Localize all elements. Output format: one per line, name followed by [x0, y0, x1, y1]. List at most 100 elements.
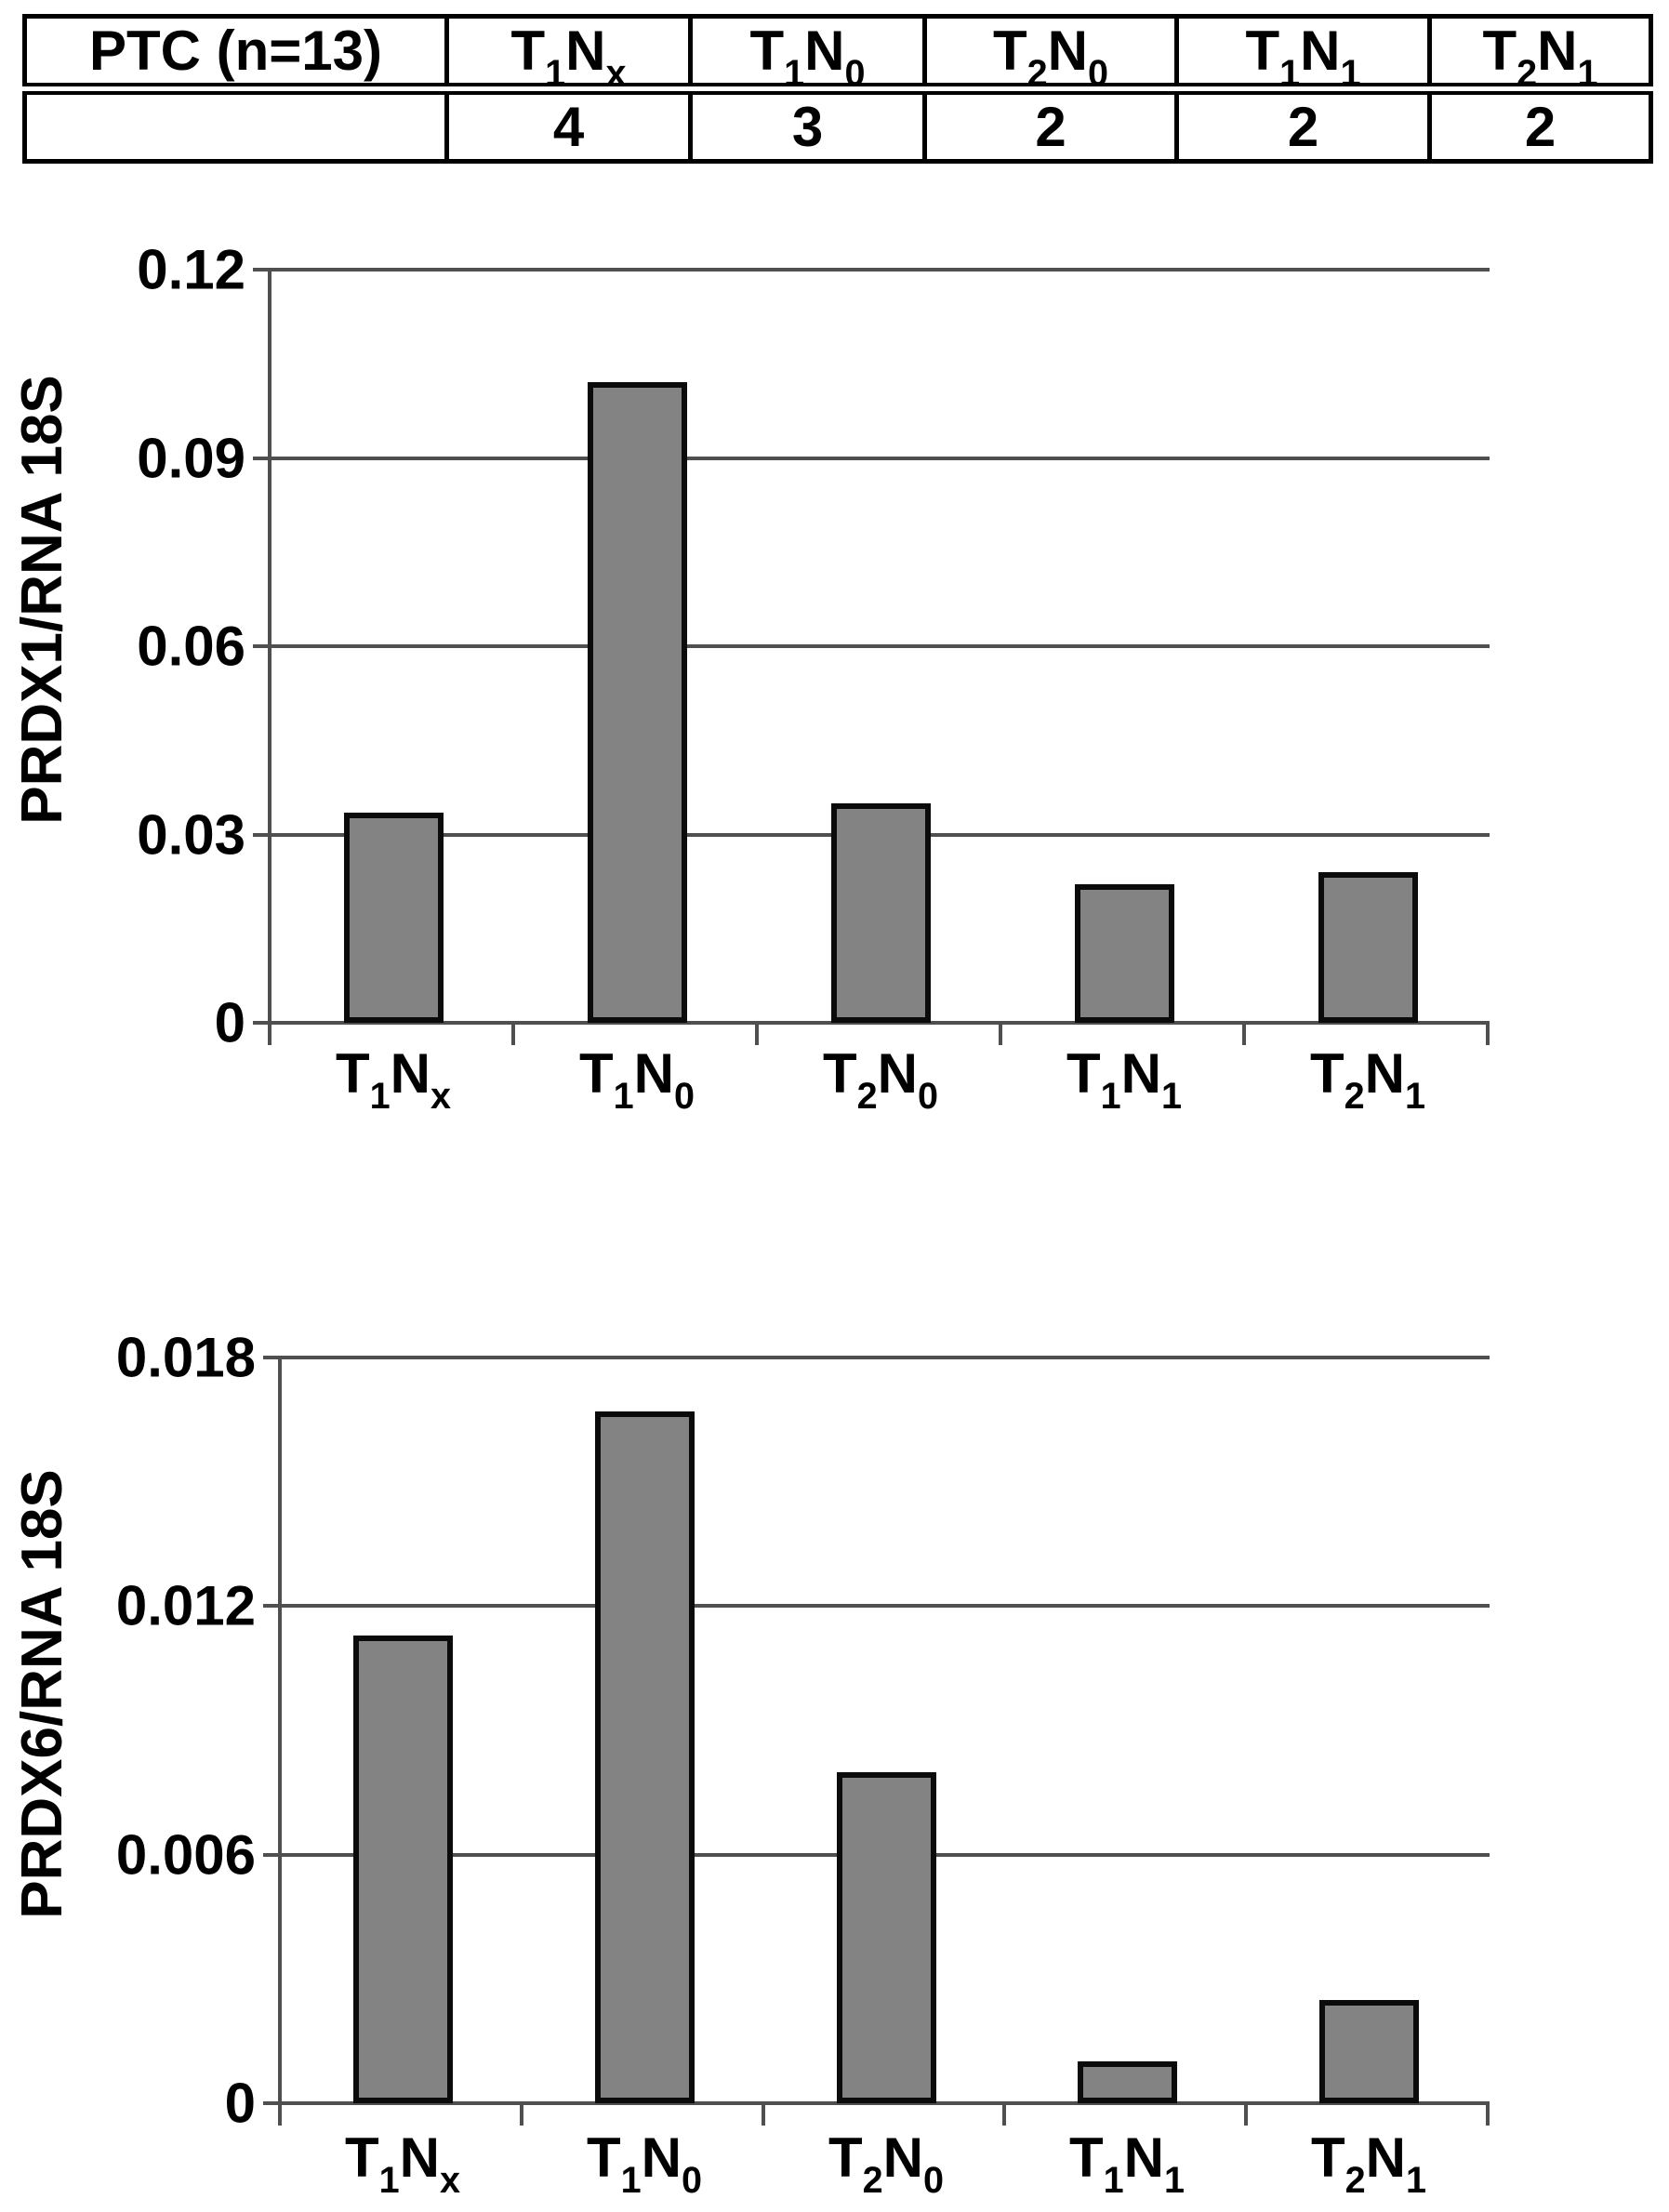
subscript: 1 — [1577, 52, 1598, 89]
bar-t1n1 — [1078, 2061, 1177, 2103]
subscript: 1 — [1340, 52, 1361, 89]
gridline — [272, 457, 1490, 460]
x-axis-tick — [1486, 1025, 1490, 1045]
subscript: 2 — [1344, 1075, 1365, 1117]
subscript: 0 — [923, 2159, 945, 2201]
y-axis-tick — [253, 833, 272, 837]
gridline — [282, 1604, 1490, 1608]
subscript: 1 — [613, 1075, 634, 1117]
x-axis-tick — [511, 1025, 515, 1045]
subscript: 1 — [545, 52, 566, 89]
x-axis-tick — [1242, 1025, 1246, 1045]
subscript: 2 — [1027, 52, 1048, 89]
gridline — [272, 268, 1490, 272]
gridline — [272, 644, 1490, 648]
subscript: 1 — [620, 2159, 642, 2201]
x-category-label: T1Nx — [344, 2126, 461, 2201]
x-category-label: T1N1 — [1068, 2126, 1186, 2201]
bar-t2n0 — [831, 803, 931, 1023]
y-tick-label: 0 — [214, 991, 245, 1054]
subscript: x — [605, 52, 627, 89]
bar-t1n0 — [588, 382, 687, 1023]
x-category-label: T2N1 — [1310, 2126, 1427, 2201]
y-tick-label: 0.12 — [137, 238, 245, 301]
x-category-label: T1Nx — [335, 1042, 452, 1117]
y-tick-label: 0.018 — [115, 1326, 256, 1389]
subscript: 1 — [1405, 1075, 1426, 1117]
bar-t1nx — [344, 813, 444, 1023]
table-value-row: 4 3 2 2 2 — [22, 86, 1653, 164]
subscript: 1 — [1100, 1075, 1121, 1117]
bar-t1n1 — [1075, 884, 1174, 1023]
y-axis-title: PRDX6/RNA 18S — [10, 1469, 74, 1919]
table-header-t1n0: T1N0 — [688, 14, 927, 95]
subscript: 2 — [856, 1075, 878, 1117]
x-category-label: T2N1 — [1309, 1042, 1426, 1117]
y-tick-label: 0.09 — [137, 427, 245, 490]
x-axis-tick — [268, 1025, 272, 1045]
y-tick-label: 0.06 — [137, 615, 245, 678]
y-axis-tick — [253, 268, 272, 272]
subscript: 2 — [1344, 2159, 1366, 2201]
x-axis-tick — [755, 1025, 759, 1045]
table-header-t1n1: T1N1 — [1174, 14, 1432, 95]
subscript: 1 — [1164, 2159, 1186, 2201]
x-axis-tick — [520, 2105, 523, 2126]
x-axis-line — [278, 2101, 1490, 2105]
subscript: 0 — [674, 1075, 695, 1117]
x-axis-line — [268, 1021, 1490, 1025]
bar-t2n1 — [1319, 2000, 1419, 2103]
x-axis-tick — [1244, 2105, 1248, 2126]
y-axis-tick — [253, 644, 272, 648]
gridline — [282, 1356, 1490, 1359]
subscript: 0 — [682, 2159, 703, 2201]
bar-t1n0 — [595, 1411, 695, 2103]
y-axis-tick — [263, 1853, 282, 1857]
subscript: 1 — [1103, 2159, 1124, 2201]
ptc-count-table: PTC (n=13) T1Nx T1N0 T2N0 T1N1 T2N1 4 3 … — [22, 14, 1653, 164]
table-value-t2n0: 2 — [922, 86, 1179, 164]
x-axis-tick — [278, 2105, 282, 2126]
subscript: 1 — [1161, 1075, 1183, 1117]
subscript: 1 — [784, 52, 805, 89]
y-tick-label: 0.006 — [115, 1823, 256, 1887]
table-header-t2n1: T2N1 — [1427, 14, 1653, 95]
table-header-row: PTC (n=13) T1Nx T1N0 T2N0 T1N1 T2N1 — [22, 14, 1653, 95]
y-tick-label: 0 — [224, 2072, 256, 2135]
x-category-label: T1N0 — [578, 1042, 695, 1117]
y-axis-tick — [263, 1356, 282, 1359]
subscript: 2 — [862, 2159, 883, 2201]
y-axis-line — [268, 268, 272, 1023]
table-header-ptc: PTC (n=13) — [22, 14, 449, 95]
y-axis-tick — [263, 1604, 282, 1608]
subscript: x — [440, 2159, 461, 2201]
table-header-t1nx: T1Nx — [444, 14, 693, 95]
y-tick-label: 0.03 — [137, 803, 245, 867]
bar-t2n0 — [837, 1772, 936, 2103]
x-category-label: T1N1 — [1066, 1042, 1183, 1117]
bar-t2n1 — [1318, 872, 1418, 1023]
subscript: 1 — [378, 2159, 400, 2201]
table-value-t1n1: 2 — [1174, 86, 1432, 164]
x-axis-tick — [762, 2105, 765, 2126]
y-axis-tick — [253, 457, 272, 460]
x-category-label: T2N0 — [822, 1042, 939, 1117]
subscript: 0 — [1088, 52, 1109, 89]
bar-t1nx — [353, 1636, 453, 2103]
table-value-t2n1: 2 — [1427, 86, 1653, 164]
y-axis-title: PRDX1/RNA 18S — [10, 375, 74, 825]
x-axis-tick — [999, 1025, 1002, 1045]
table-value-empty — [22, 86, 449, 164]
subscript: 1 — [1406, 2159, 1427, 2201]
table-header-t2n0: T2N0 — [922, 14, 1179, 95]
y-axis-tick — [253, 1021, 272, 1025]
subscript: 0 — [844, 52, 866, 89]
table-value-t1nx: 4 — [444, 86, 693, 164]
table-value-t1n0: 3 — [688, 86, 927, 164]
subscript: 1 — [369, 1075, 391, 1117]
subscript: 1 — [1279, 52, 1301, 89]
x-category-label: T1N0 — [586, 2126, 703, 2201]
y-axis-line — [278, 1356, 282, 2103]
x-category-label: T2N0 — [828, 2126, 945, 2201]
